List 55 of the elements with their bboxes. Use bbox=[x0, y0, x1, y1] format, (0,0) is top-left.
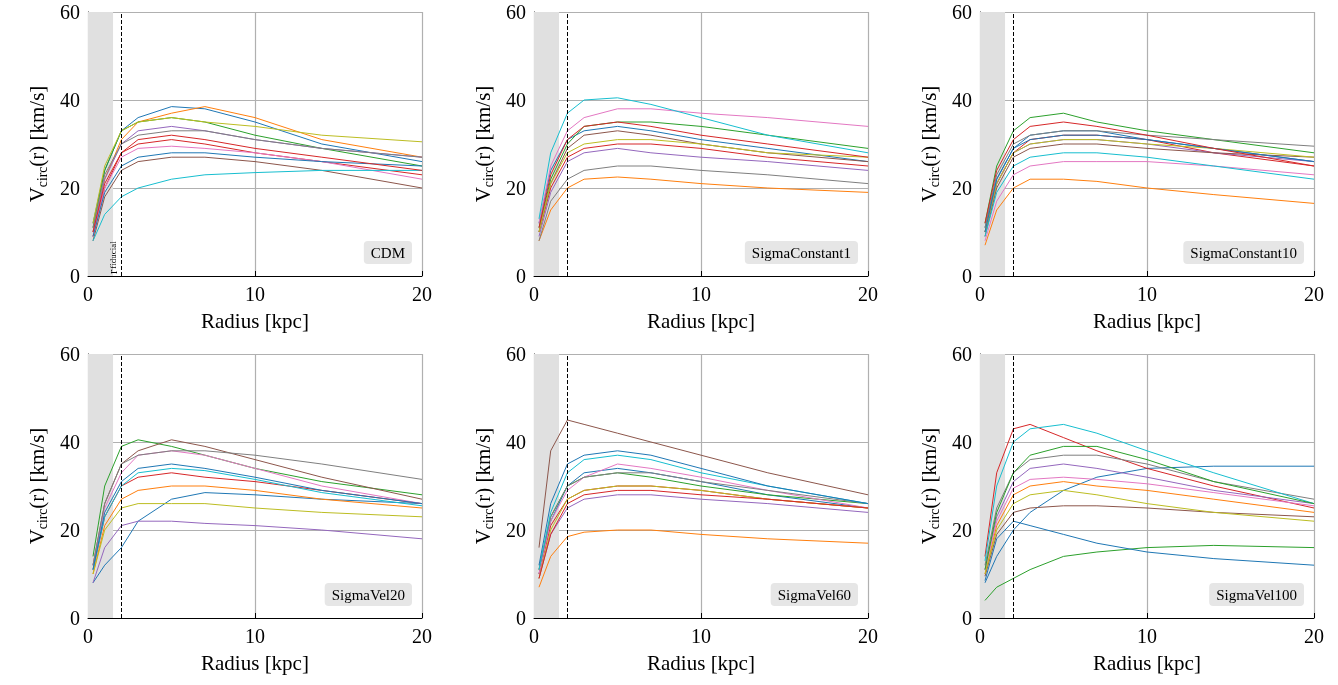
y-tick-label: 0 bbox=[70, 265, 80, 287]
y-tick-label: 40 bbox=[60, 89, 80, 111]
x-axis-title: Radius [kpc] bbox=[647, 650, 755, 675]
annotation: SigmaVel60 bbox=[777, 586, 852, 603]
x-tick-label: 10 bbox=[245, 283, 265, 305]
y-tick-label: 20 bbox=[60, 177, 80, 199]
x-tick-label: 20 bbox=[858, 625, 878, 647]
ref-line-label: rfiducial bbox=[105, 240, 121, 274]
y-tick-label: 20 bbox=[506, 177, 526, 199]
annotation: SigmaConstant1 bbox=[751, 244, 851, 261]
x-tick-label: 20 bbox=[412, 625, 432, 647]
y-tick-label: 0 bbox=[962, 607, 972, 629]
y-tick-label: 20 bbox=[60, 519, 80, 541]
y-tick-label: 40 bbox=[952, 431, 972, 453]
annotation: CDM bbox=[370, 244, 406, 261]
y-axis-title: Vcirc(r) [km/s] bbox=[917, 427, 942, 545]
y-axis-title: Vcirc(r) [km/s] bbox=[471, 427, 496, 545]
x-tick-label: 20 bbox=[412, 283, 432, 305]
x-axis-title: Radius [kpc] bbox=[1093, 308, 1201, 333]
y-tick-label: 40 bbox=[506, 431, 526, 453]
y-tick-label: 40 bbox=[952, 89, 972, 111]
y-tick-label: 20 bbox=[952, 177, 972, 199]
annotation: SigmaConstant10 bbox=[1190, 244, 1297, 261]
y-tick-label: 0 bbox=[516, 607, 526, 629]
y-tick-label: 60 bbox=[952, 343, 972, 365]
y-tick-label: 60 bbox=[952, 1, 972, 23]
y-axis-title: Vcirc(r) [km/s] bbox=[25, 427, 50, 545]
annotation: SigmaVel100 bbox=[1216, 586, 1298, 603]
y-axis-title: Vcirc(r) [km/s] bbox=[471, 85, 496, 203]
x-axis-title: Radius [kpc] bbox=[201, 650, 309, 675]
x-tick-label: 20 bbox=[1304, 283, 1324, 305]
x-axis-title: Radius [kpc] bbox=[1093, 650, 1201, 675]
x-axis-title: Radius [kpc] bbox=[201, 308, 309, 333]
y-tick-label: 60 bbox=[506, 1, 526, 23]
x-axis-title: Radius [kpc] bbox=[647, 308, 755, 333]
y-tick-label: 0 bbox=[962, 265, 972, 287]
y-tick-label: 0 bbox=[70, 607, 80, 629]
x-tick-label: 10 bbox=[691, 283, 711, 305]
y-tick-label: 20 bbox=[506, 519, 526, 541]
y-tick-label: 40 bbox=[506, 89, 526, 111]
y-tick-label: 0 bbox=[516, 265, 526, 287]
y-tick-label: 60 bbox=[60, 343, 80, 365]
x-tick-label: 10 bbox=[245, 625, 265, 647]
y-axis-title: Vcirc(r) [km/s] bbox=[917, 85, 942, 203]
x-tick-label: 10 bbox=[1137, 625, 1157, 647]
x-tick-label: 20 bbox=[1304, 625, 1324, 647]
x-tick-label: 10 bbox=[691, 625, 711, 647]
y-tick-label: 20 bbox=[952, 519, 972, 541]
y-tick-label: 40 bbox=[60, 431, 80, 453]
x-tick-label: 10 bbox=[1137, 283, 1157, 305]
y-tick-label: 60 bbox=[506, 343, 526, 365]
x-tick-label: 20 bbox=[858, 283, 878, 305]
annotation: SigmaVel20 bbox=[331, 586, 406, 603]
y-tick-label: 60 bbox=[60, 1, 80, 23]
y-axis-title: Vcirc(r) [km/s] bbox=[25, 85, 50, 203]
